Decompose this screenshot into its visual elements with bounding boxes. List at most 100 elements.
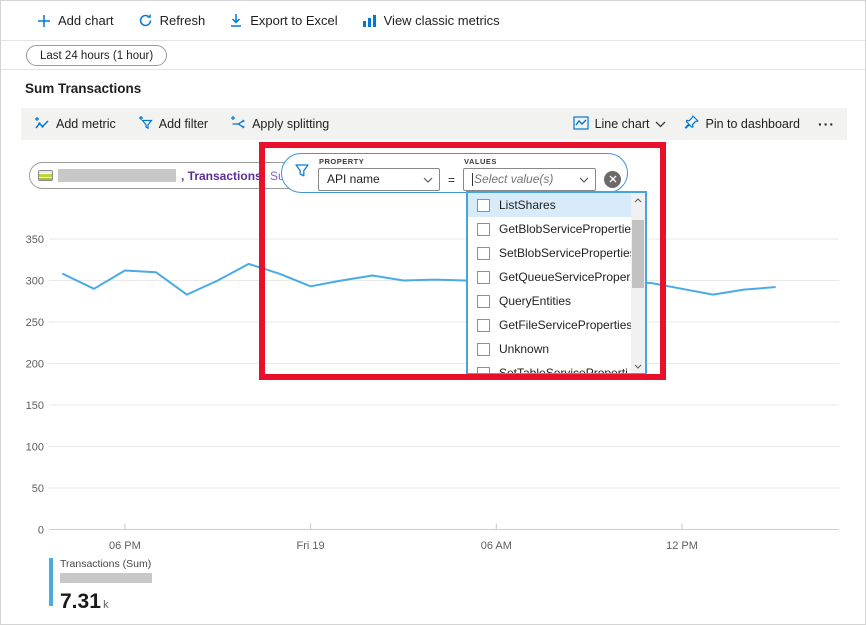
- view-classic-metrics-button[interactable]: View classic metrics: [362, 13, 500, 28]
- dropdown-option[interactable]: GetBlobServiceProperties: [468, 217, 631, 241]
- equals-sign: =: [448, 173, 456, 187]
- add-metric-label: Add metric: [56, 117, 116, 131]
- option-checkbox[interactable]: [477, 318, 490, 332]
- property-select[interactable]: API name: [318, 167, 440, 191]
- option-checkbox[interactable]: [477, 198, 490, 212]
- dropdown-options: ListShares GetBlobServiceProperties SetBlo…: [468, 193, 645, 375]
- more-options-button[interactable]: ···: [818, 116, 835, 132]
- svg-text:06 PM: 06 PM: [109, 540, 141, 552]
- pin-to-dashboard-label: Pin to dashboard: [705, 117, 800, 131]
- svg-text:200: 200: [26, 359, 44, 371]
- legend-content: Transactions (Sum) 7.31 k: [60, 558, 152, 614]
- option-label: Unknown: [499, 342, 550, 356]
- plus-icon: [37, 14, 51, 28]
- svg-text:12 PM: 12 PM: [666, 540, 698, 552]
- metric-pill[interactable]: , Transactions, Sum: [29, 162, 323, 189]
- dropdown-option[interactable]: GetQueueServiceProper...: [468, 265, 631, 289]
- values-placeholder: Select value(s): [474, 172, 554, 186]
- filter-pill: PROPERTY API name = VALUES Select value(…: [281, 153, 628, 193]
- svg-text:06 AM: 06 AM: [481, 540, 512, 552]
- option-label: SetTableServiceProperti: [499, 366, 628, 375]
- page-title: Sum Transactions: [25, 81, 142, 96]
- pin-icon: [684, 115, 700, 133]
- apply-splitting-label: Apply splitting: [252, 117, 330, 131]
- split-icon: [230, 115, 246, 133]
- top-toolbar: Add chart Refresh Export to Excel View c…: [1, 1, 865, 41]
- add-filter-label: Add filter: [158, 117, 209, 131]
- property-value: API name: [327, 172, 380, 186]
- chart-toolbar-left: Add metric Add filter Apply splitting: [21, 115, 329, 133]
- add-metric-button[interactable]: Add metric: [34, 116, 116, 133]
- svg-text:350: 350: [26, 234, 44, 246]
- line-chart-icon: [572, 115, 589, 133]
- values-label: VALUES: [464, 156, 497, 166]
- download-icon: [229, 13, 243, 28]
- chart-toolbar-right: Line chart Pin to dashboard ···: [572, 115, 847, 133]
- time-range-picker[interactable]: Last 24 hours (1 hour): [26, 45, 168, 66]
- chart-legend[interactable]: Transactions (Sum) 7.31 k: [49, 558, 152, 614]
- svg-text:0: 0: [38, 525, 44, 537]
- legend-total-value: 7.31 k: [60, 590, 109, 613]
- text-caret: [472, 172, 474, 186]
- add-chart-button[interactable]: Add chart: [37, 13, 114, 28]
- apply-splitting-button[interactable]: Apply splitting: [230, 115, 329, 133]
- scroll-up-icon[interactable]: [631, 193, 645, 207]
- option-checkbox[interactable]: [477, 342, 490, 356]
- svg-text:250: 250: [26, 317, 44, 329]
- metric-name: , Transactions,: [181, 168, 266, 183]
- option-label: GetFileServiceProperties: [499, 318, 631, 332]
- dropdown-option[interactable]: QueryEntities: [468, 289, 631, 313]
- chart-type-dropdown[interactable]: Line chart: [572, 115, 667, 133]
- clear-filter-button[interactable]: [604, 170, 622, 188]
- dropdown-option[interactable]: SetBlobServiceProperties: [468, 241, 631, 265]
- option-checkbox[interactable]: [477, 222, 490, 236]
- option-checkbox[interactable]: [477, 246, 490, 260]
- pin-to-dashboard-button[interactable]: Pin to dashboard: [684, 115, 800, 133]
- option-label: QueryEntities: [499, 294, 572, 308]
- chart-toolbar: Add metric Add filter Apply splitting: [21, 108, 847, 140]
- option-checkbox[interactable]: [477, 270, 490, 284]
- refresh-button[interactable]: Refresh: [138, 13, 206, 28]
- svg-text:150: 150: [26, 400, 44, 412]
- svg-text:100: 100: [26, 442, 44, 454]
- scroll-down-icon[interactable]: [631, 359, 645, 373]
- add-chart-label: Add chart: [58, 13, 114, 28]
- refresh-label: Refresh: [159, 13, 206, 28]
- redacted-legend-resource: [60, 573, 152, 583]
- storage-account-icon: [38, 170, 53, 181]
- option-label: ListShares: [499, 198, 556, 212]
- values-group: VALUES Select value(s): [463, 156, 597, 191]
- time-range-label: Last 24 hours (1 hour): [40, 49, 154, 62]
- legend-series-name: Transactions (Sum): [60, 558, 152, 570]
- chevron-down-icon: [423, 172, 433, 186]
- property-group: PROPERTY API name: [318, 156, 440, 191]
- funnel-icon: [294, 163, 310, 183]
- export-to-excel-button[interactable]: Export to Excel: [229, 13, 338, 28]
- chevron-down-icon: [579, 172, 589, 186]
- option-label: GetBlobServiceProperties: [499, 222, 631, 236]
- option-label: GetQueueServiceProper...: [499, 270, 631, 284]
- dropdown-option[interactable]: ListShares: [468, 193, 631, 217]
- property-label: PROPERTY: [319, 156, 365, 166]
- add-metric-icon: [34, 116, 50, 133]
- scrollbar-thumb[interactable]: [632, 220, 644, 288]
- chevron-down-icon: [655, 117, 666, 131]
- option-checkbox[interactable]: [477, 366, 490, 373]
- legend-color-bar: [49, 558, 53, 606]
- add-filter-button[interactable]: Add filter: [138, 115, 208, 133]
- svg-text:Fri 19: Fri 19: [297, 540, 325, 552]
- export-to-excel-label: Export to Excel: [250, 13, 338, 28]
- option-checkbox[interactable]: [477, 294, 490, 308]
- refresh-icon: [138, 13, 153, 28]
- chart-type-label: Line chart: [594, 117, 650, 131]
- redacted-resource-name: [58, 169, 176, 182]
- bar-chart-icon: [362, 14, 377, 28]
- dropdown-option[interactable]: SetTableServiceProperti: [468, 361, 631, 375]
- svg-text:50: 50: [32, 483, 44, 495]
- dropdown-scrollbar[interactable]: [631, 193, 645, 373]
- dropdown-option[interactable]: Unknown: [468, 337, 631, 361]
- dropdown-option[interactable]: GetFileServiceProperties: [468, 313, 631, 337]
- values-select[interactable]: Select value(s): [463, 167, 597, 191]
